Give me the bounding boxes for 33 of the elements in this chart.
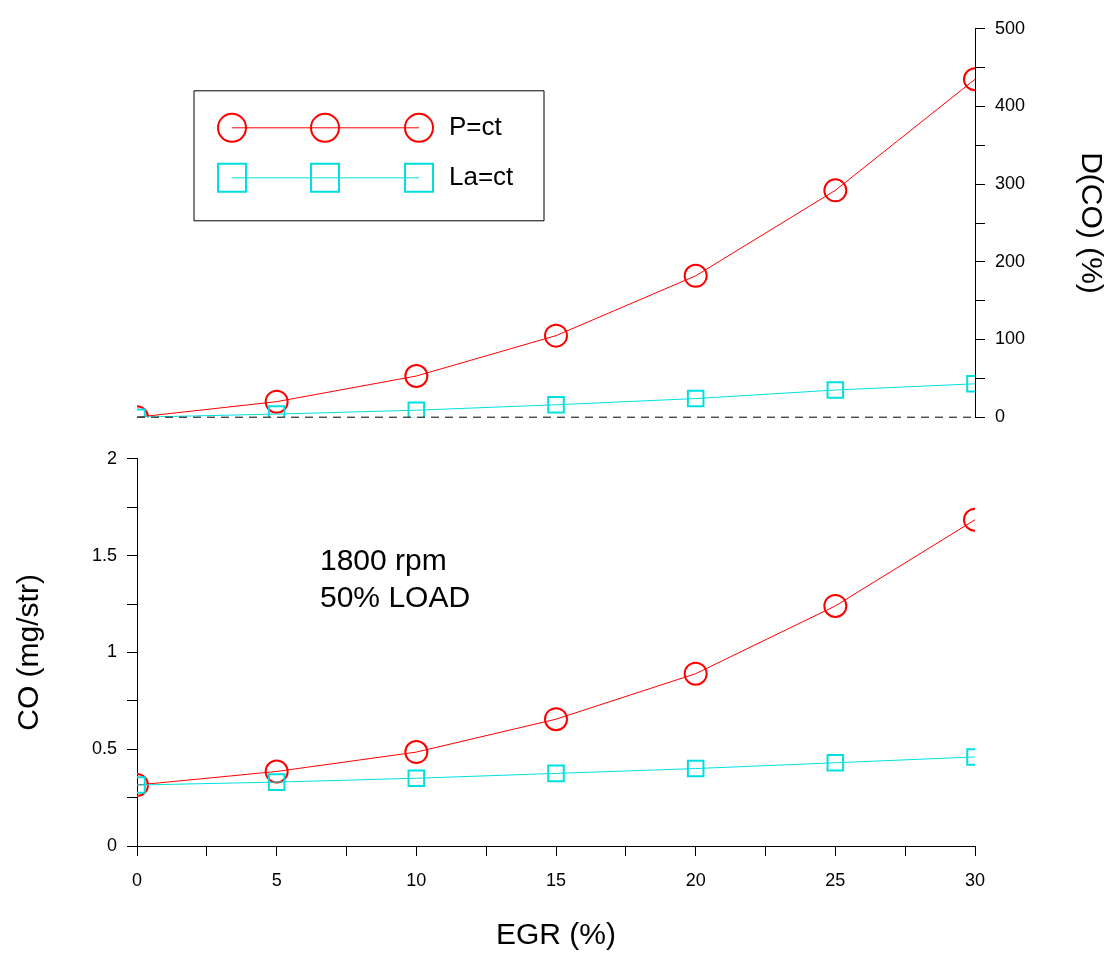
y-axis-title: D(CO) (%) — [1075, 152, 1109, 294]
y-tick-label: 0 — [995, 406, 1006, 427]
point — [547, 395, 565, 414]
x-tick-label: 25 — [825, 869, 846, 890]
x-tick-label: 15 — [545, 869, 567, 890]
x-tick-label: 10 — [406, 869, 427, 890]
x-tick-label: 30 — [964, 869, 986, 890]
legend-label: P=ct — [449, 110, 503, 141]
x-tick-label: 5 — [271, 869, 282, 890]
point — [823, 178, 848, 203]
point — [683, 263, 708, 288]
y-tick-label: 1.5 — [91, 544, 117, 565]
y-tick-label: 0.5 — [91, 738, 117, 759]
point — [264, 389, 289, 414]
annotation: 1800 rpm — [320, 543, 447, 577]
y-tick-label: 100 — [995, 328, 1026, 349]
y-tick-label: 2 — [106, 447, 117, 468]
point — [826, 381, 845, 399]
y-tick-label: 500 — [995, 17, 1026, 38]
y-tick-label: 400 — [995, 95, 1026, 116]
y-axis-title: CO (mg/str) — [11, 574, 45, 731]
x-tick-label: 0 — [131, 869, 143, 890]
y-tick-label: 0 — [106, 834, 117, 855]
x-axis-title: EGR (%) — [496, 917, 616, 951]
legend-label: La=ct — [449, 160, 515, 191]
y-tick-label: 200 — [995, 250, 1026, 271]
x-tick-label: 20 — [685, 869, 706, 890]
point — [544, 323, 568, 348]
annotation: 50% LOAD — [320, 580, 471, 614]
y-tick-label: 1 — [106, 641, 117, 662]
point — [404, 364, 429, 389]
y-tick-label: 300 — [995, 173, 1026, 194]
point — [686, 389, 705, 408]
